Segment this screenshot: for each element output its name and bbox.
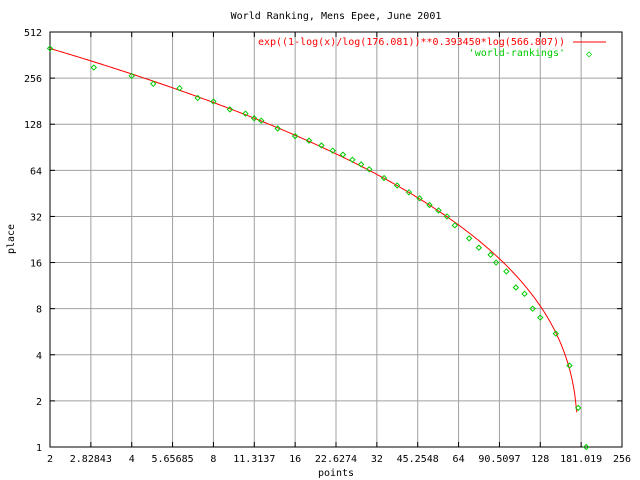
legend: exp((1-log(x)/log(176.081))**0.393450*lo…	[258, 37, 606, 60]
data-point	[318, 142, 325, 149]
data-point	[574, 404, 582, 412]
data-point	[176, 84, 183, 92]
x-tick-label: 5.65685	[151, 454, 193, 465]
x-tick-label: 256	[613, 454, 631, 465]
x-tick-label: 45.2548	[397, 454, 439, 465]
legend-label-data: 'world-rankings'	[469, 48, 565, 59]
data-point	[529, 305, 536, 312]
series-fit	[49, 47, 578, 413]
data-point	[443, 213, 451, 220]
data-point	[366, 166, 373, 173]
x-tick-label: 2	[47, 454, 53, 465]
data-point	[349, 156, 356, 163]
x-axis: 2 2.82843 4 5.65685 8 11.3137 16 22.6274 32 45.25…	[47, 32, 631, 465]
data-point	[492, 259, 500, 266]
data-point	[90, 64, 98, 71]
y-tick-label: 64	[30, 166, 42, 177]
data-point	[405, 189, 413, 196]
x-tick-label: 64	[453, 454, 465, 465]
x-tick-label: 128	[531, 454, 549, 465]
legend-swatch-data: ◇	[586, 49, 592, 60]
x-tick-label: 8	[210, 454, 216, 465]
y-axis: 1 2 4 8 16 32 64 128 256 512	[24, 28, 622, 454]
x-tick-label: 32	[371, 454, 383, 465]
data-point	[521, 290, 528, 298]
series-points	[46, 45, 590, 451]
x-tick-label: 11.3137	[233, 454, 275, 465]
x-tick-label: 4	[129, 454, 135, 465]
data-point	[357, 161, 365, 168]
grid	[50, 32, 622, 447]
data-point	[258, 117, 265, 124]
data-point	[380, 174, 388, 182]
y-tick-label: 2	[36, 397, 42, 408]
y-tick-label: 32	[30, 212, 42, 223]
x-tick-label: 90.5097	[478, 454, 520, 465]
y-tick-label: 16	[30, 259, 42, 270]
data-point	[194, 94, 201, 102]
x-tick-label: 16	[289, 454, 301, 465]
y-tick-label: 256	[24, 74, 42, 85]
data-point	[393, 182, 401, 189]
y-tick-label: 512	[24, 28, 42, 39]
y-tick-label: 4	[36, 351, 42, 362]
y-tick-label: 128	[24, 120, 42, 131]
x-tick-label: 181.019	[560, 454, 602, 465]
data-point	[537, 314, 544, 321]
data-point	[46, 45, 54, 52]
data-point	[226, 106, 234, 113]
data-point	[426, 201, 433, 209]
x-axis-label: points	[318, 468, 354, 479]
data-point	[566, 362, 573, 369]
chart-title: World Ranking, Mens Epee, June 2001	[231, 11, 442, 22]
data-point	[451, 222, 459, 229]
data-point	[250, 115, 258, 122]
data-point	[305, 137, 313, 144]
legend-label-fit: exp((1-log(x)/log(176.081))**0.393450*lo…	[258, 37, 565, 48]
data-point	[583, 443, 590, 451]
data-point	[242, 110, 249, 117]
data-point	[487, 251, 494, 258]
data-point	[150, 80, 157, 88]
data-point	[210, 98, 217, 105]
data-point	[503, 268, 510, 275]
data-point	[339, 151, 347, 158]
data-point	[512, 284, 520, 291]
y-axis-label: place	[6, 224, 17, 254]
data-point	[416, 195, 423, 202]
fit-curve	[49, 47, 578, 413]
data-point	[329, 147, 336, 154]
data-point	[552, 330, 560, 337]
y-tick-label: 1	[36, 443, 42, 454]
data-point	[274, 125, 281, 132]
data-point	[435, 207, 442, 214]
data-point	[465, 235, 473, 242]
data-point	[475, 244, 483, 251]
x-tick-label: 2.82843	[70, 454, 112, 465]
x-tick-label: 22.6274	[315, 454, 357, 465]
y-tick-label: 8	[36, 305, 42, 316]
data-point	[291, 132, 299, 140]
data-point	[128, 72, 135, 80]
